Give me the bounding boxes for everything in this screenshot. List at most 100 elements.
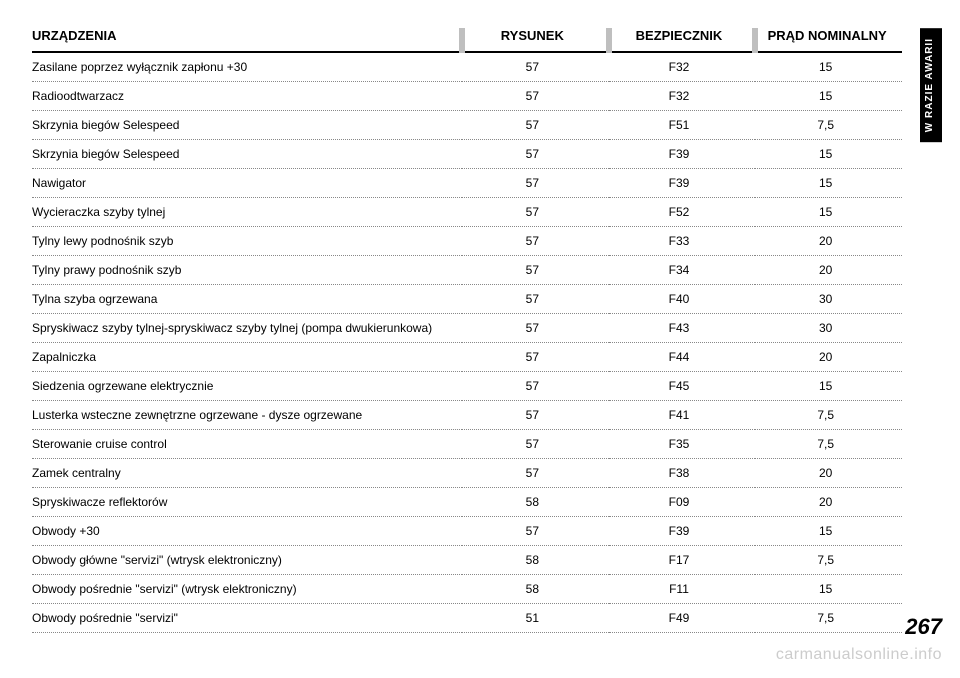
- cell-amperage: 7,5: [755, 111, 902, 140]
- table-row: Zamek centralny57F3820: [32, 459, 902, 488]
- cell-amperage: 7,5: [755, 546, 902, 575]
- table-row: Spryskiwacze reflektorów58F0920: [32, 488, 902, 517]
- table-row: Lusterka wsteczne zewnętrzne ogrzewane -…: [32, 401, 902, 430]
- table-row: Radioodtwarzacz57F3215: [32, 82, 902, 111]
- cell-figure: 58: [462, 575, 609, 604]
- fuse-table: URZĄDZENIA RYSUNEK BEZPIECZNIK PRĄD NOMI…: [32, 28, 902, 633]
- cell-device: Siedzenia ogrzewane elektrycznie: [32, 372, 462, 401]
- cell-fuse: F33: [609, 227, 756, 256]
- cell-device: Tylny prawy podnośnik szyb: [32, 256, 462, 285]
- cell-fuse: F49: [609, 604, 756, 633]
- cell-fuse: F39: [609, 140, 756, 169]
- cell-figure: 57: [462, 198, 609, 227]
- cell-figure: 57: [462, 256, 609, 285]
- cell-fuse: F32: [609, 82, 756, 111]
- table-header-row: URZĄDZENIA RYSUNEK BEZPIECZNIK PRĄD NOMI…: [32, 28, 902, 52]
- cell-fuse: F39: [609, 517, 756, 546]
- table-body: Zasilane poprzez wyłącznik zapłonu +3057…: [32, 52, 902, 633]
- table-row: Tylna szyba ogrzewana57F4030: [32, 285, 902, 314]
- cell-amperage: 7,5: [755, 604, 902, 633]
- cell-fuse: F32: [609, 52, 756, 82]
- cell-fuse: F11: [609, 575, 756, 604]
- table-row: Zasilane poprzez wyłącznik zapłonu +3057…: [32, 52, 902, 82]
- cell-device: Skrzynia biegów Selespeed: [32, 111, 462, 140]
- cell-device: Tylny lewy podnośnik szyb: [32, 227, 462, 256]
- cell-amperage: 7,5: [755, 401, 902, 430]
- cell-device: Obwody pośrednie "servizi" (wtrysk elekt…: [32, 575, 462, 604]
- cell-device: Zasilane poprzez wyłącznik zapłonu +30: [32, 52, 462, 82]
- cell-figure: 57: [462, 430, 609, 459]
- cell-figure: 51: [462, 604, 609, 633]
- cell-amperage: 20: [755, 227, 902, 256]
- cell-device: Lusterka wsteczne zewnętrzne ogrzewane -…: [32, 401, 462, 430]
- cell-device: Obwody główne "servizi" (wtrysk elektron…: [32, 546, 462, 575]
- cell-fuse: F45: [609, 372, 756, 401]
- table-row: Spryskiwacz szyby tylnej-spryskiwacz szy…: [32, 314, 902, 343]
- cell-figure: 57: [462, 343, 609, 372]
- watermark: carmanualsonline.info: [776, 646, 942, 664]
- cell-device: Obwody +30: [32, 517, 462, 546]
- cell-fuse: F38: [609, 459, 756, 488]
- cell-amperage: 15: [755, 372, 902, 401]
- cell-amperage: 20: [755, 256, 902, 285]
- cell-fuse: F52: [609, 198, 756, 227]
- table-row: Siedzenia ogrzewane elektrycznie57F4515: [32, 372, 902, 401]
- cell-amperage: 30: [755, 285, 902, 314]
- cell-device: Spryskiwacze reflektorów: [32, 488, 462, 517]
- cell-amperage: 15: [755, 198, 902, 227]
- table-row: Nawigator57F3915: [32, 169, 902, 198]
- cell-amperage: 15: [755, 517, 902, 546]
- table-row: Tylny lewy podnośnik szyb57F3320: [32, 227, 902, 256]
- header-figure: RYSUNEK: [462, 28, 609, 52]
- table-row: Wycieraczka szyby tylnej57F5215: [32, 198, 902, 227]
- cell-amperage: 15: [755, 52, 902, 82]
- cell-amperage: 15: [755, 169, 902, 198]
- table-row: Skrzynia biegów Selespeed57F3915: [32, 140, 902, 169]
- cell-figure: 57: [462, 372, 609, 401]
- cell-device: Zamek centralny: [32, 459, 462, 488]
- cell-figure: 57: [462, 285, 609, 314]
- cell-figure: 57: [462, 459, 609, 488]
- cell-figure: 57: [462, 517, 609, 546]
- cell-figure: 58: [462, 546, 609, 575]
- cell-fuse: F09: [609, 488, 756, 517]
- cell-figure: 57: [462, 227, 609, 256]
- cell-amperage: 30: [755, 314, 902, 343]
- cell-device: Spryskiwacz szyby tylnej-spryskiwacz szy…: [32, 314, 462, 343]
- header-amperage: PRĄD NOMINALNY: [755, 28, 902, 52]
- cell-amperage: 20: [755, 343, 902, 372]
- cell-fuse: F39: [609, 169, 756, 198]
- cell-fuse: F51: [609, 111, 756, 140]
- table-row: Skrzynia biegów Selespeed57F517,5: [32, 111, 902, 140]
- cell-fuse: F43: [609, 314, 756, 343]
- table-row: Obwody główne "servizi" (wtrysk elektron…: [32, 546, 902, 575]
- cell-figure: 57: [462, 169, 609, 198]
- cell-amperage: 15: [755, 140, 902, 169]
- cell-figure: 57: [462, 140, 609, 169]
- cell-fuse: F40: [609, 285, 756, 314]
- table-row: Sterowanie cruise control57F357,5: [32, 430, 902, 459]
- table-row: Zapalniczka57F4420: [32, 343, 902, 372]
- cell-figure: 57: [462, 82, 609, 111]
- cell-device: Skrzynia biegów Selespeed: [32, 140, 462, 169]
- cell-amperage: 15: [755, 575, 902, 604]
- cell-device: Sterowanie cruise control: [32, 430, 462, 459]
- cell-device: Obwody pośrednie "servizi": [32, 604, 462, 633]
- cell-amperage: 20: [755, 459, 902, 488]
- cell-device: Wycieraczka szyby tylnej: [32, 198, 462, 227]
- cell-figure: 57: [462, 401, 609, 430]
- cell-device: Tylna szyba ogrzewana: [32, 285, 462, 314]
- cell-figure: 58: [462, 488, 609, 517]
- page-number: 267: [905, 614, 942, 640]
- header-fuse: BEZPIECZNIK: [609, 28, 756, 52]
- cell-amperage: 20: [755, 488, 902, 517]
- cell-fuse: F41: [609, 401, 756, 430]
- page-container: W RAZIE AWARII URZĄDZENIA RYSUNEK BEZPIE…: [0, 0, 960, 678]
- cell-fuse: F17: [609, 546, 756, 575]
- cell-fuse: F44: [609, 343, 756, 372]
- cell-figure: 57: [462, 314, 609, 343]
- cell-device: Zapalniczka: [32, 343, 462, 372]
- cell-figure: 57: [462, 111, 609, 140]
- cell-device: Radioodtwarzacz: [32, 82, 462, 111]
- table-row: Obwody pośrednie "servizi" (wtrysk elekt…: [32, 575, 902, 604]
